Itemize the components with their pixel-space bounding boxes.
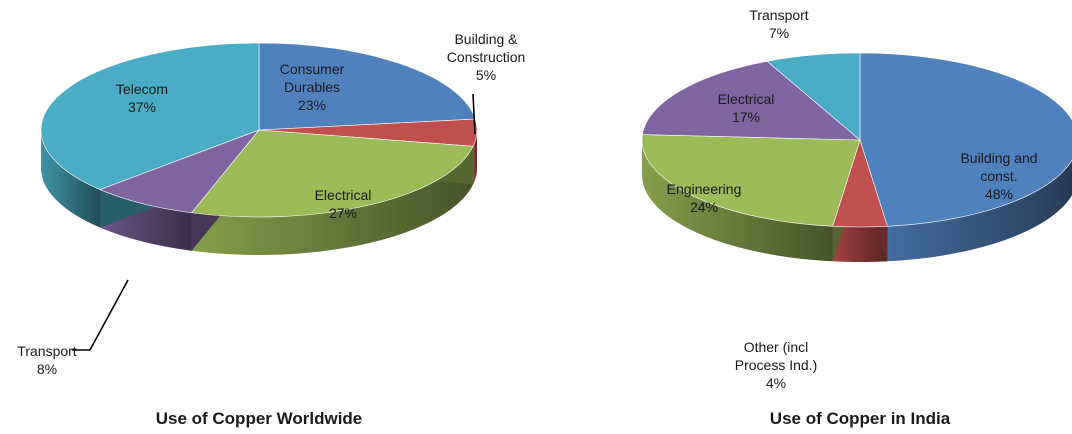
- pie-side-engineering: [642, 140, 833, 262]
- slice-electrical: [191, 129, 474, 218]
- data-label-text: Process Ind.): [735, 357, 817, 373]
- data-label-text: Electrical: [315, 187, 372, 203]
- leader-line-building-construction: [472, 93, 476, 135]
- data-label-text: Telecom: [116, 81, 168, 97]
- pie-side-telecom: [41, 130, 101, 228]
- pie-slices: [641, 52, 1072, 228]
- slice-electrical: [642, 60, 861, 141]
- data-label-building-and-const: Building and const. 48%: [960, 150, 1037, 202]
- data-label-consumer-durables: Consumer Durables 23%: [280, 61, 345, 113]
- data-labels: Building and const. 48% Other (incl Process …: [667, 7, 1038, 391]
- data-label-text: Consumer: [280, 61, 345, 77]
- data-label-electrical: Electrical 17%: [718, 91, 775, 125]
- data-label-value: 5%: [476, 67, 496, 83]
- slice-telecom: [40, 42, 260, 190]
- data-label-text: Durables: [284, 79, 340, 95]
- data-label-text: Transport: [17, 343, 77, 359]
- data-label-text: Engineering: [667, 181, 742, 197]
- pie-side-building-and-const: [887, 160, 1072, 262]
- data-label-text: Construction: [447, 49, 526, 65]
- data-label-electrical: Electrical 27%: [315, 187, 372, 221]
- slice-consumer-durables: [258, 42, 476, 131]
- slice-transport: [99, 129, 260, 214]
- data-label-telecom: Telecom 37%: [116, 81, 168, 115]
- data-label-building-construction: Building & Construction 5%: [447, 31, 526, 83]
- slice-transport: [766, 52, 861, 141]
- pie-slices: [40, 42, 478, 218]
- pie-side-other-incl-process-ind: [832, 226, 888, 262]
- chart-title: Use of Copper in India: [770, 409, 951, 428]
- data-label-value: 24%: [690, 199, 718, 215]
- india-pie-chart: Building and const. 48% Other (incl Process …: [641, 7, 1072, 428]
- data-label-value: 48%: [985, 186, 1013, 202]
- leader-line-transport: [72, 279, 129, 351]
- data-label-text: const.: [980, 168, 1017, 184]
- slice-building-and-const: [859, 52, 1072, 227]
- data-label-value: 4%: [766, 375, 786, 391]
- data-label-value: 8%: [37, 361, 57, 377]
- pie-side-building-construction: [473, 130, 477, 185]
- data-label-value: 7%: [769, 25, 789, 41]
- data-label-text: Building and: [960, 150, 1037, 166]
- data-labels: Consumer Durables 23% Building & Constructio…: [17, 31, 525, 377]
- data-label-text: Electrical: [718, 91, 775, 107]
- data-label-other-incl-process-ind: Other (incl Process Ind.) 4%: [735, 339, 817, 391]
- data-label-transport: Transport 8%: [17, 343, 77, 377]
- data-label-engineering: Engineering 24%: [667, 181, 742, 215]
- chart-title: Use of Copper Worldwide: [156, 409, 363, 428]
- slice-engineering: [641, 134, 861, 227]
- data-label-value: 37%: [128, 99, 156, 115]
- data-label-text: Building &: [454, 31, 518, 47]
- data-label-text: Transport: [749, 7, 809, 23]
- data-label-value: 17%: [732, 109, 760, 125]
- data-label-transport: Transport 7%: [749, 7, 809, 41]
- data-label-value: 27%: [329, 205, 357, 221]
- data-label-value: 23%: [298, 97, 326, 113]
- data-label-text: Other (incl: [744, 339, 809, 355]
- pie-side-electrical: [191, 146, 474, 255]
- worldwide-pie-chart: Consumer Durables 23% Building & Constructio…: [17, 31, 525, 428]
